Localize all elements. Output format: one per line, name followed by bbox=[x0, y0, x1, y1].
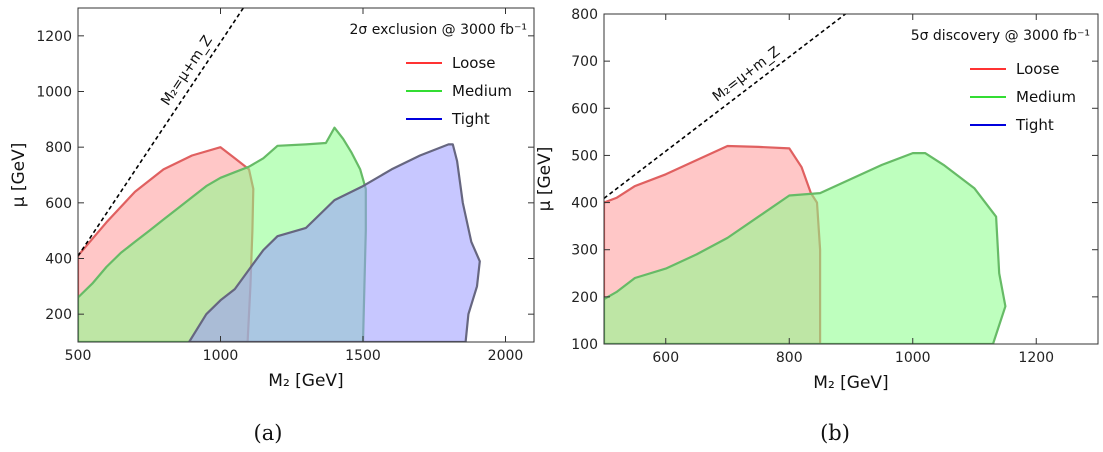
chart-a-plot-area bbox=[78, 8, 481, 342]
chart-b-x-tick-label: 600 bbox=[652, 350, 679, 366]
chart-a-x-tick-label: 500 bbox=[65, 348, 92, 364]
chart-b-region-medium bbox=[604, 152, 1007, 344]
chart-b-y-tick-label: 300 bbox=[571, 243, 598, 259]
chart-b-y-axis-label: μ [GeV] bbox=[535, 147, 555, 212]
chart-b-legend-label-loose: Loose bbox=[1016, 60, 1060, 78]
chart-b-y-tick-label: 600 bbox=[571, 101, 598, 117]
chart-a-region-tight bbox=[188, 143, 481, 342]
chart-a-legend-label-medium: Medium bbox=[452, 82, 512, 100]
chart-b-x-tick-label: 1200 bbox=[1018, 350, 1054, 366]
chart-b-x-tick-label: 800 bbox=[776, 350, 803, 366]
chart-b-legend-label-medium: Medium bbox=[1016, 88, 1076, 106]
chart-b-y-tick-label: 800 bbox=[571, 7, 598, 23]
chart-a-y-tick-label: 1200 bbox=[36, 29, 72, 45]
chart-a-x-tick-label: 2000 bbox=[488, 348, 524, 364]
chart-a-y-tick-label: 200 bbox=[45, 307, 72, 323]
chart-a-y-tick-label: 800 bbox=[45, 140, 72, 156]
chart-b-y-tick-label: 400 bbox=[571, 196, 598, 212]
chart-a-kinematic-line bbox=[78, 8, 244, 257]
chart-b-y-tick-label: 700 bbox=[571, 54, 598, 70]
chart-a-y-tick-label: 1000 bbox=[36, 85, 72, 101]
panel-b: M₂=μ+m_Z 600 800 1000 1200 100 200 300 400 500 600… bbox=[535, 7, 1099, 445]
chart-b-kinematic-line-label: M₂=μ+m_Z bbox=[710, 44, 784, 105]
chart-b-caption: (b) bbox=[820, 421, 850, 445]
chart-b-kinematic-line bbox=[604, 14, 846, 199]
chart-a-y-tick-label: 600 bbox=[45, 196, 72, 212]
chart-b-title: 5σ discovery @ 3000 fb⁻¹ bbox=[911, 28, 1090, 44]
chart-b-plot-area bbox=[604, 14, 1007, 344]
chart-a-y-tick-label: 400 bbox=[45, 252, 72, 268]
chart-b-y-tick-label: 200 bbox=[571, 290, 598, 306]
chart-b-x-axis-label: M₂ [GeV] bbox=[813, 373, 888, 393]
chart-a-frame bbox=[77, 7, 535, 343]
chart-a-legend-label-loose: Loose bbox=[452, 54, 496, 72]
chart-a-legend-label-tight: Tight bbox=[451, 110, 490, 128]
chart-a-x-tick-label: 1500 bbox=[345, 348, 381, 364]
chart-a-kinematic-line-label: M₂=μ+m_Z bbox=[158, 33, 216, 109]
panel-a: M₂=μ+m_Z 500 1000 1500 2000 200 400 600 800 1000 1… bbox=[9, 7, 535, 445]
chart-b-x-tick-label: 1000 bbox=[895, 350, 931, 366]
chart-a-x-tick-label: 1000 bbox=[203, 348, 239, 364]
chart-a-y-axis-label: μ [GeV] bbox=[9, 143, 29, 208]
chart-a-caption: (a) bbox=[254, 421, 283, 445]
chart-b-frame bbox=[603, 13, 1099, 345]
chart-b-y-tick-label: 100 bbox=[571, 337, 598, 353]
chart-b-y-tick-label: 500 bbox=[571, 148, 598, 164]
chart-b-legend-label-tight: Tight bbox=[1015, 116, 1054, 134]
chart-a-x-axis-label: M₂ [GeV] bbox=[268, 371, 343, 391]
chart-a-title: 2σ exclusion @ 3000 fb⁻¹ bbox=[349, 22, 527, 38]
